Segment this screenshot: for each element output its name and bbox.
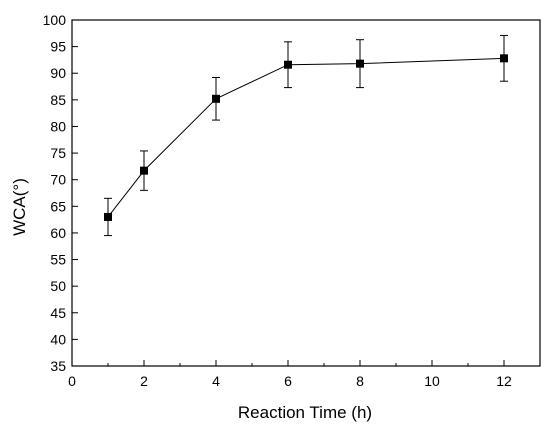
x-tick-label: 10 — [424, 373, 440, 389]
y-tick-label: 60 — [50, 225, 66, 241]
y-tick-label: 70 — [50, 172, 66, 188]
data-point — [104, 212, 112, 221]
x-axis-title: Reaction Time (h) — [238, 403, 372, 422]
y-tick-label: 50 — [50, 278, 66, 294]
y-tick-label: 35 — [50, 358, 66, 374]
x-tick-label: 6 — [284, 373, 292, 389]
y-tick-label: 75 — [50, 145, 66, 161]
data-point — [500, 54, 508, 63]
y-tick-label: 40 — [50, 331, 66, 347]
y-tick-label: 65 — [50, 198, 66, 214]
y-tick-label: 90 — [50, 65, 66, 81]
x-tick-label: 4 — [212, 373, 220, 389]
data-point — [356, 59, 364, 68]
data-point — [212, 94, 220, 103]
plot-frame — [71, 19, 541, 367]
series-line — [107, 57, 505, 218]
y-tick-label: 100 — [43, 12, 67, 28]
x-tick-label: 2 — [140, 373, 148, 389]
y-tick-label: 80 — [50, 118, 66, 134]
data-point — [284, 60, 292, 69]
x-tick-label: 0 — [68, 373, 76, 389]
y-tick-label: 45 — [50, 305, 66, 321]
y-axis-title: WCA(°) — [10, 178, 29, 236]
x-tick-label: 12 — [496, 373, 512, 389]
x-tick-label: 8 — [356, 373, 364, 389]
y-tick-label: 55 — [50, 252, 66, 268]
y-tick-label: 85 — [50, 92, 66, 108]
axis-title-group: Reaction Time (h) WCA(°) — [10, 178, 372, 422]
y-tick-label: 95 — [50, 39, 66, 55]
data-point — [140, 166, 148, 175]
